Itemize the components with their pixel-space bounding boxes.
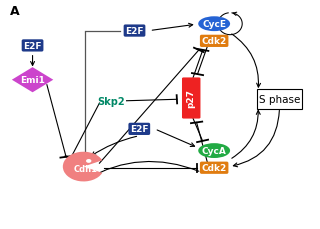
Text: Skp2: Skp2 xyxy=(97,97,124,107)
FancyBboxPatch shape xyxy=(182,78,200,119)
Ellipse shape xyxy=(198,17,230,32)
Text: Cdk2: Cdk2 xyxy=(202,164,227,172)
Text: CycA: CycA xyxy=(202,146,227,155)
Text: p27: p27 xyxy=(187,89,196,108)
Text: E2F: E2F xyxy=(125,27,144,36)
Ellipse shape xyxy=(198,144,230,158)
Text: Cdk2: Cdk2 xyxy=(202,37,227,46)
Text: A: A xyxy=(10,5,20,18)
Polygon shape xyxy=(12,68,53,93)
Text: E2F: E2F xyxy=(23,42,42,51)
Circle shape xyxy=(86,159,92,163)
FancyBboxPatch shape xyxy=(257,90,302,109)
Text: S phase: S phase xyxy=(259,95,300,105)
Text: CycE: CycE xyxy=(202,20,226,29)
Text: Emi1: Emi1 xyxy=(20,76,45,85)
Text: E2F: E2F xyxy=(130,125,148,134)
Text: Cdh1: Cdh1 xyxy=(74,165,98,174)
Wedge shape xyxy=(63,152,102,182)
